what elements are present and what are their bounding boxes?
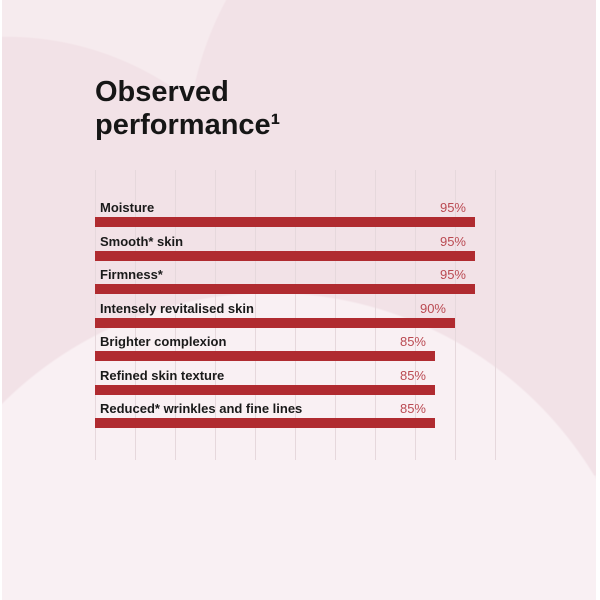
gridline bbox=[455, 170, 456, 460]
category-label: Reduced* wrinkles and fine lines bbox=[100, 401, 303, 416]
value-label: 90% bbox=[419, 300, 446, 316]
title-line-2: performance¹ bbox=[95, 109, 281, 141]
category-label: Smooth* skin bbox=[100, 233, 184, 249]
bar bbox=[95, 384, 435, 395]
bar-row-brighter-complexion: Brighter complexion 85% bbox=[95, 334, 435, 361]
gridline bbox=[495, 170, 496, 460]
gridline bbox=[175, 170, 176, 460]
bar-row-refined-texture: Refined skin texture 85% bbox=[95, 368, 435, 395]
bar-row-reduced-wrinkles: Reduced* wrinkles and fine lines 85% bbox=[95, 401, 435, 428]
gridline bbox=[215, 170, 216, 460]
category-label: Refined skin texture bbox=[100, 367, 225, 383]
gridline bbox=[135, 170, 136, 460]
gridline bbox=[375, 170, 376, 460]
category-label: Brighter complexion bbox=[100, 334, 227, 349]
category-label: Firmness* bbox=[100, 267, 163, 282]
page-title: Observed performance¹ bbox=[95, 76, 280, 142]
bar bbox=[95, 217, 475, 227]
bar-row-moisture: Moisture 95% bbox=[95, 200, 475, 227]
right-edge-strip bbox=[596, 0, 600, 600]
bar bbox=[95, 250, 475, 261]
gridline bbox=[295, 170, 296, 460]
bar bbox=[95, 317, 455, 328]
bar bbox=[95, 284, 475, 294]
gridline bbox=[255, 170, 256, 460]
gridline bbox=[415, 170, 416, 460]
gridlines bbox=[95, 170, 496, 460]
category-label: Moisture bbox=[100, 200, 155, 215]
value-label: 85% bbox=[399, 367, 426, 383]
value-label: 95% bbox=[439, 233, 466, 249]
bar-row-firmness: Firmness* 95% bbox=[95, 267, 475, 294]
value-label: 95% bbox=[439, 200, 466, 215]
bar-chart: Moisture 95% Smooth* skin 95% Firmness* … bbox=[95, 170, 496, 460]
left-edge-strip bbox=[0, 0, 2, 600]
value-label: 95% bbox=[439, 267, 466, 282]
bar-row-revitalised-skin: Intensely revitalised skin 90% bbox=[95, 301, 455, 328]
category-label: Intensely revitalised skin bbox=[100, 300, 254, 316]
bar bbox=[95, 351, 435, 361]
bar-row-smooth-skin: Smooth* skin 95% bbox=[95, 234, 475, 261]
gridline bbox=[335, 170, 336, 460]
value-label: 85% bbox=[399, 334, 426, 349]
value-label: 85% bbox=[399, 401, 426, 416]
bar bbox=[95, 418, 435, 428]
title-line-1: Observed bbox=[95, 76, 229, 108]
gridline bbox=[95, 170, 96, 460]
